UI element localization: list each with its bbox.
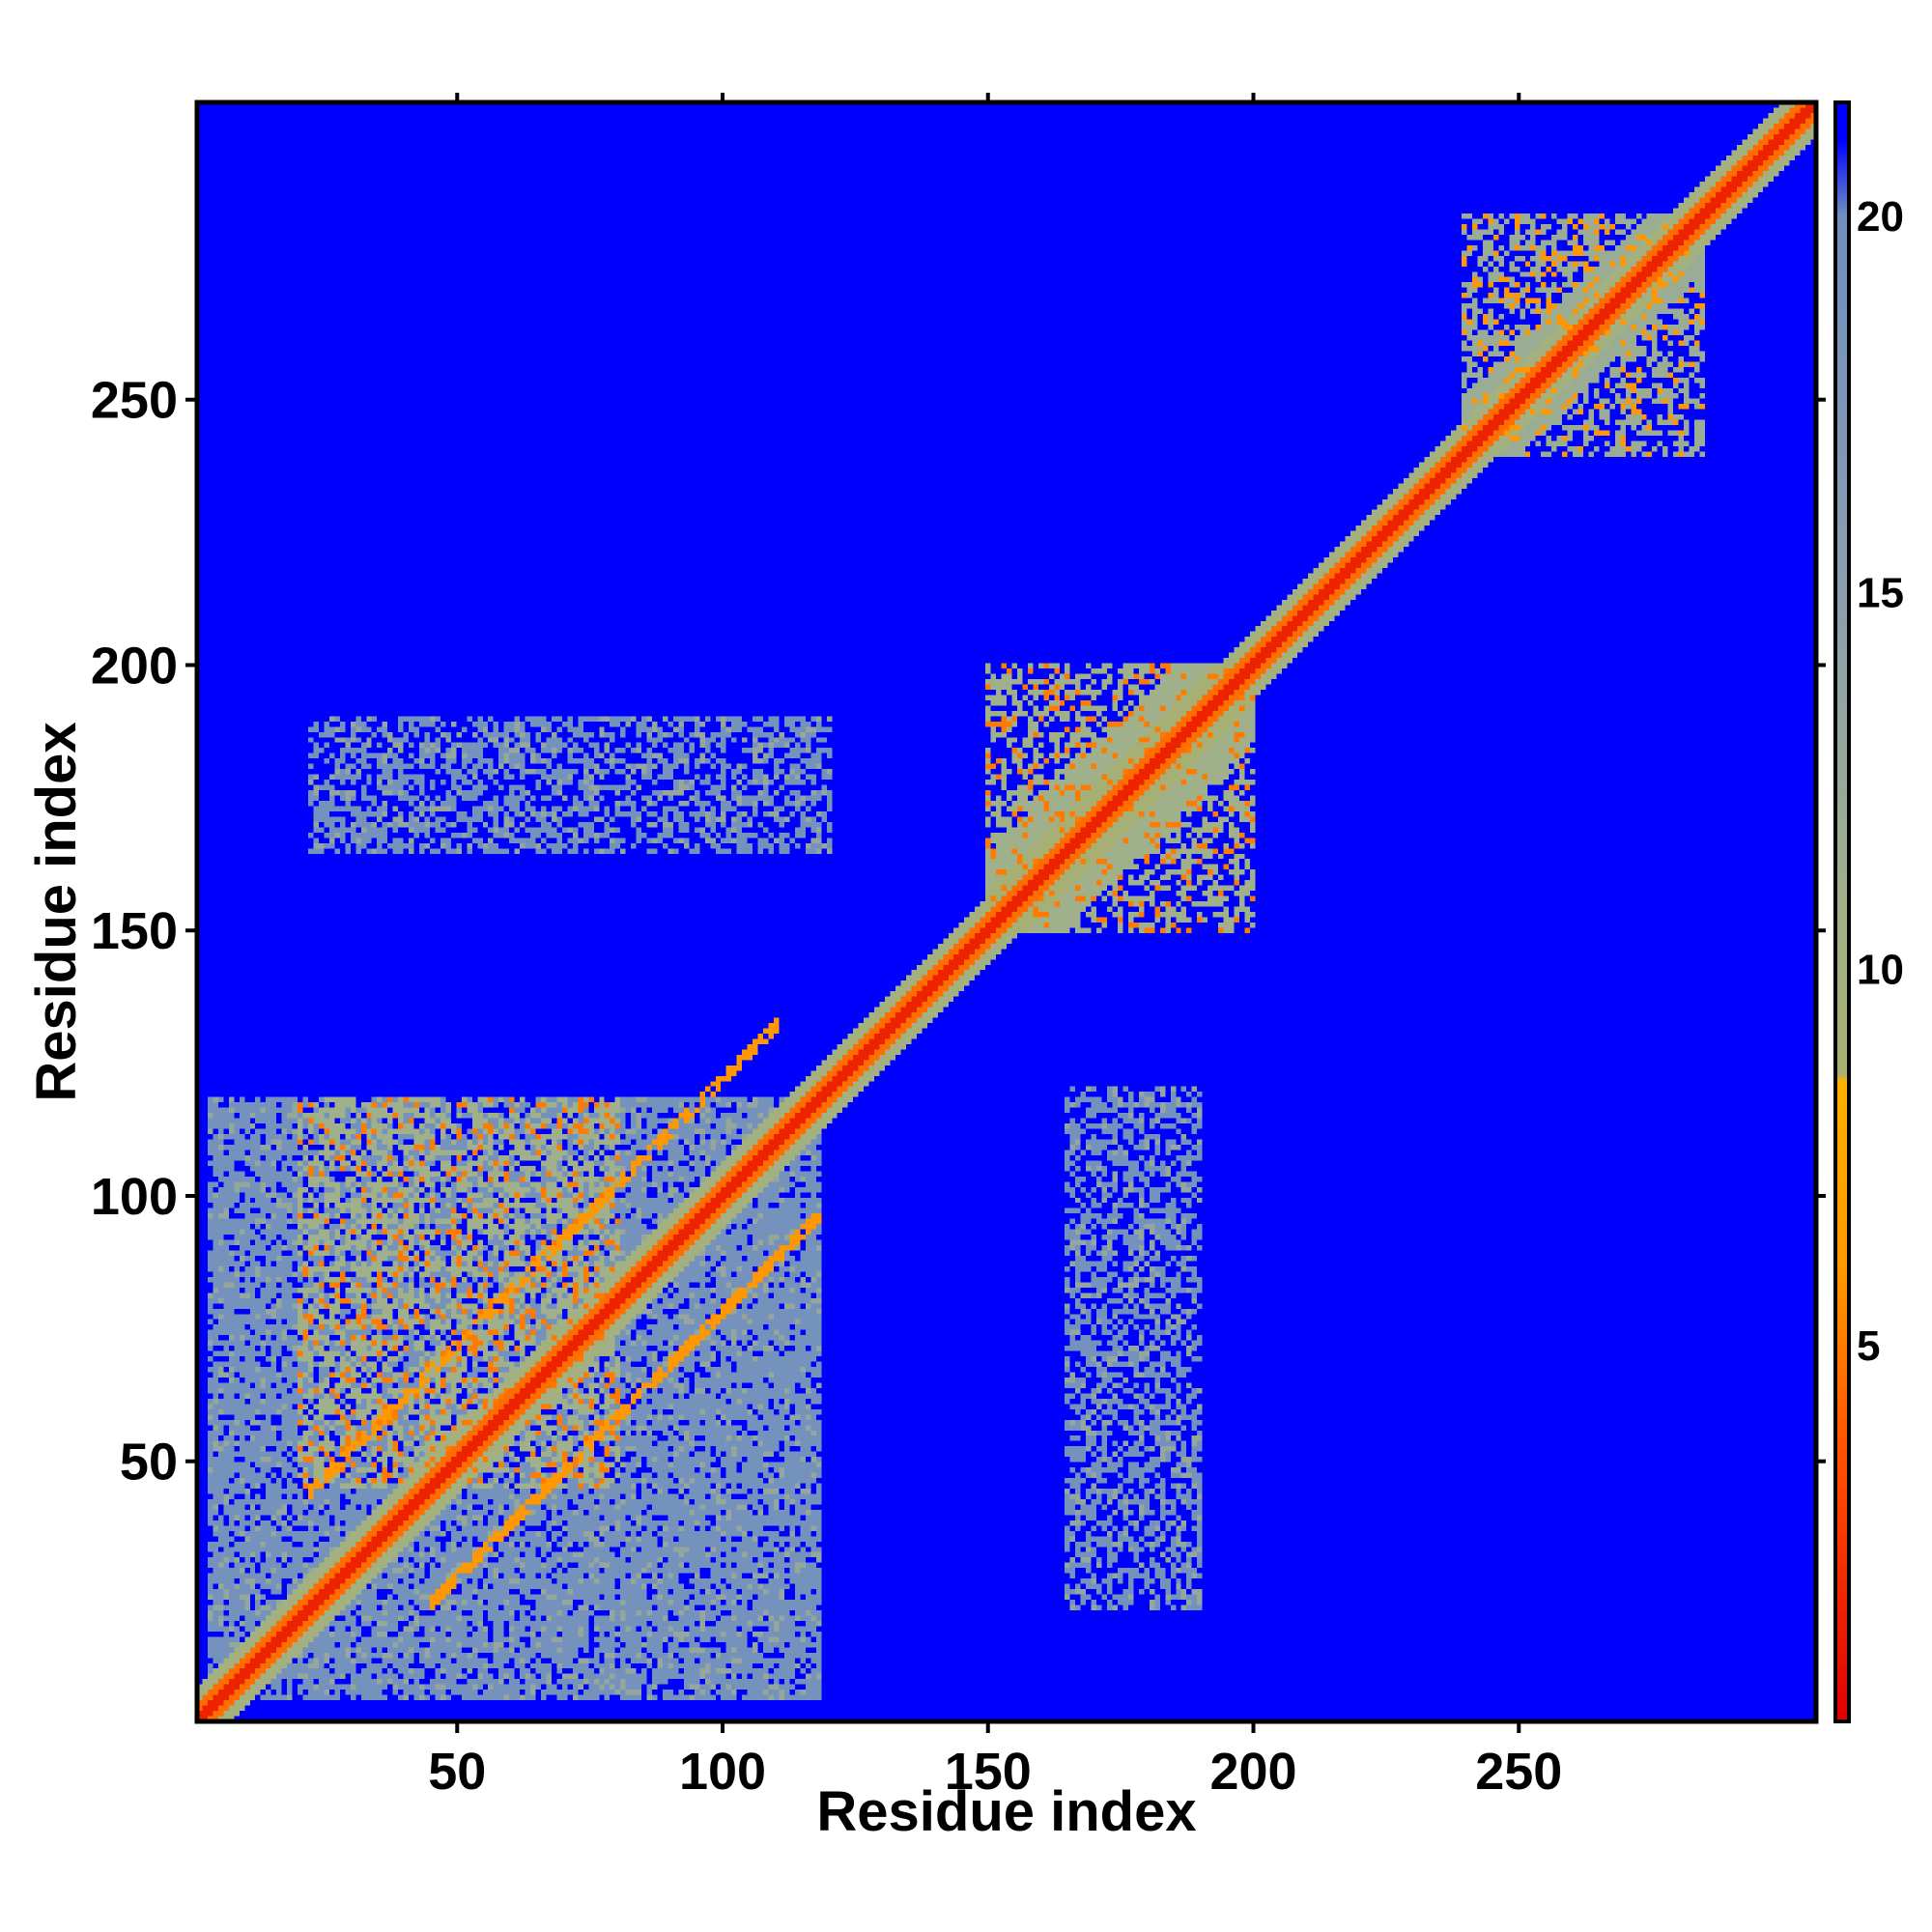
y-tick-label-100: 100 <box>91 1168 178 1226</box>
plot-frame <box>194 99 1819 1724</box>
heatmap-layer <box>197 102 1816 1721</box>
colorbar-tick-label-5: 5 <box>1857 1322 1880 1370</box>
colorbar-tick-label-15: 15 <box>1857 570 1904 617</box>
x-tick-label-250: 250 <box>1475 1743 1562 1801</box>
colorbar-gradient <box>1833 100 1851 1723</box>
y-tick-label-250: 250 <box>91 372 178 430</box>
axes: 50 100 150 200 250 50 100 150 200 250 <box>91 93 1826 1801</box>
x-tick-label-50: 50 <box>428 1743 486 1801</box>
y-tick-label-150: 150 <box>91 902 178 960</box>
y-tick-label-50: 50 <box>120 1434 178 1492</box>
heatmap-raster <box>197 102 1816 1721</box>
x-tick-label-200: 200 <box>1209 1743 1296 1801</box>
y-tick-label-200: 200 <box>91 637 178 695</box>
heatmap-canvas <box>197 102 1816 1721</box>
colorbar-tick-label-20: 20 <box>1857 193 1904 241</box>
y-axis-title: Residue index <box>25 722 88 1101</box>
x-tick-label-100: 100 <box>679 1743 766 1801</box>
x-tick-label-150: 150 <box>945 1743 1032 1801</box>
colorbar-tick-label-10: 10 <box>1857 946 1904 993</box>
x-axis-title: Residue index <box>816 1780 1196 1843</box>
colorbar: 5 10 15 20 <box>1833 100 1904 1723</box>
